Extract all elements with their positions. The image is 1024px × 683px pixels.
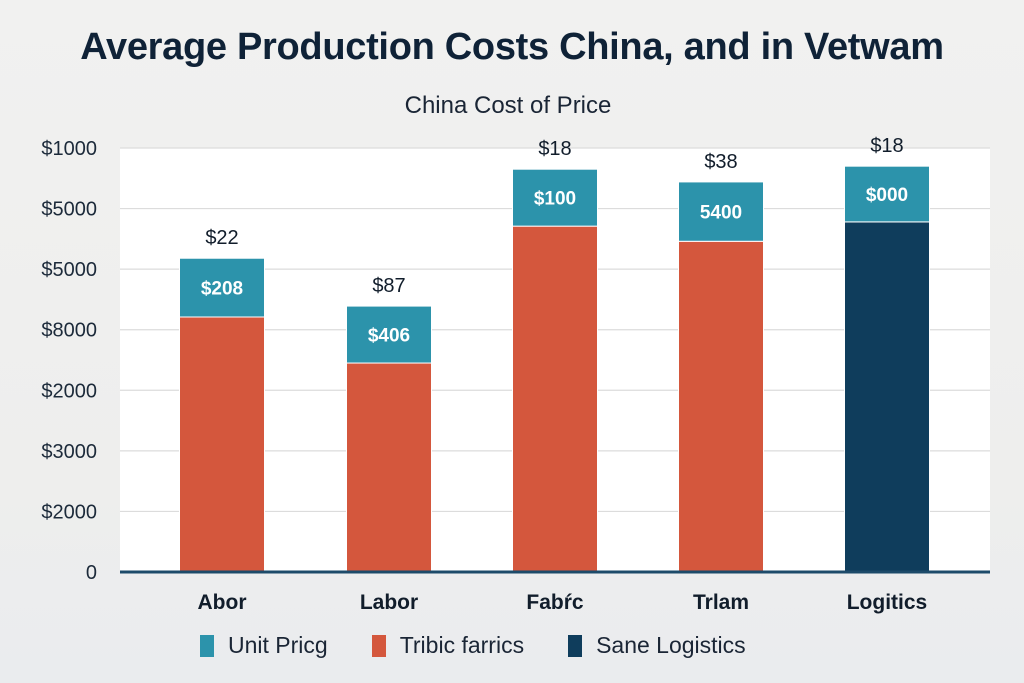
y-tick-label: $3000 <box>41 441 97 463</box>
x-tick-label: Trlam <box>693 591 749 614</box>
bar-segment <box>844 165 930 223</box>
y-tick-label: $5000 <box>41 259 97 281</box>
segment-value-label: $208 <box>201 279 243 300</box>
bar-segment <box>678 181 764 242</box>
bar-segment <box>512 168 598 227</box>
x-tick-label: Fabŕc <box>526 591 584 614</box>
segment-value-label: 5400 <box>700 203 742 224</box>
bar-segment <box>512 225 598 573</box>
legend-item-tribic-farrics: Tribic farrics <box>371 632 525 659</box>
x-axis-ticks: Abor Labor Fabŕc Trlam Logitics <box>198 591 928 614</box>
legend-label: Tribic farrics <box>399 632 525 658</box>
bar-segment <box>179 257 265 318</box>
total-value-label: $18 <box>870 135 903 157</box>
legend-swatch <box>568 634 583 657</box>
segment-value-label: $100 <box>534 189 576 210</box>
chart-subtitle: China Cost of Price <box>404 92 612 119</box>
legend-item-sane-logistics: Sane Logistics <box>568 632 746 659</box>
bar-segment <box>346 362 432 573</box>
legend-item-unit-price: Unit Pricg <box>200 632 328 659</box>
bar-segment <box>346 305 432 364</box>
total-value-label: $38 <box>704 151 737 173</box>
total-value-label: $18 <box>538 138 571 160</box>
y-tick-label: $2000 <box>41 380 97 402</box>
y-tick-label: $1000 <box>41 138 97 160</box>
total-value-label: $87 <box>372 275 405 297</box>
x-tick-label: Labor <box>360 591 418 614</box>
total-value-label: $22 <box>205 227 238 249</box>
bar-segment <box>179 316 265 573</box>
legend-label: Sane Logistics <box>596 632 746 658</box>
legend-swatch <box>200 634 214 657</box>
y-tick-label: 0 <box>86 562 97 584</box>
bar-segment <box>844 221 930 573</box>
bar-labels: $208 $22 $406 $87 $100 $18 5400 $38 $000 $18 <box>201 135 908 346</box>
legend: Unit Pricg Tribic farrics Sane Logistics <box>200 632 790 659</box>
x-tick-label: Logitics <box>847 591 928 614</box>
legend-swatch <box>371 634 386 657</box>
legend-label: Unit Pricg <box>228 632 328 658</box>
bars <box>179 165 930 573</box>
chart-title: Average Production Costs China, and in V… <box>80 26 944 68</box>
segment-value-label: $406 <box>368 326 410 347</box>
segment-value-label: $000 <box>866 185 908 206</box>
x-tick-label: Abor <box>198 591 247 614</box>
bar-segment <box>678 240 764 573</box>
y-axis-ticks: 0 $2000 $3000 $2000 $8000 $5000 $5000 $1000 <box>41 138 97 584</box>
y-tick-label: $8000 <box>41 320 97 342</box>
y-tick-label: $5000 <box>41 199 97 221</box>
y-tick-label: $2000 <box>41 501 97 523</box>
